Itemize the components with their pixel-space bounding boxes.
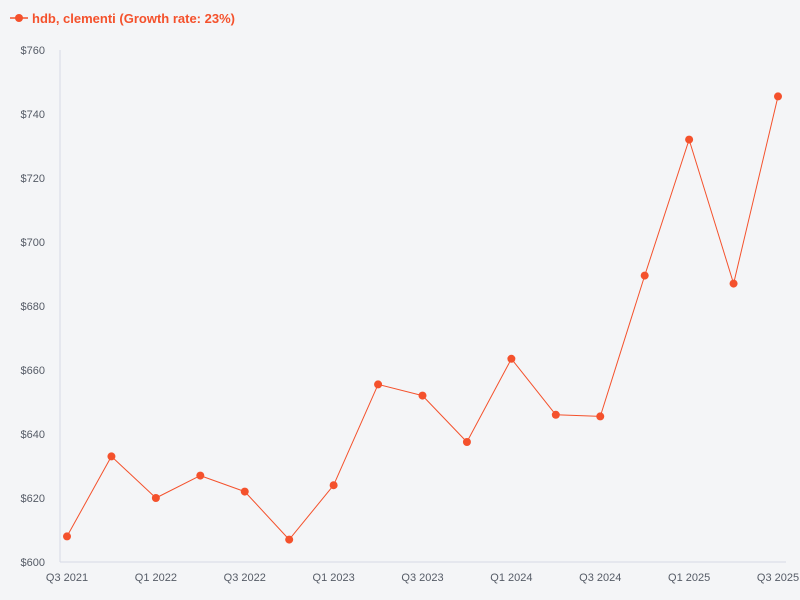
data-point[interactable]	[240, 487, 249, 496]
legend[interactable]: hdb, clementi (Growth rate: 23%)	[10, 9, 235, 27]
data-point[interactable]	[551, 410, 560, 419]
legend-marker-icon	[10, 14, 28, 22]
series-layer	[63, 92, 782, 544]
data-point[interactable]	[596, 412, 605, 421]
x-axis: Q3 2021 Q1 2022 Q3 2022 Q1 2023 Q3 2023 Q1 20…	[46, 572, 799, 584]
x-tick-label: Q3 2025	[757, 572, 799, 584]
data-point[interactable]	[107, 452, 116, 461]
axes	[59, 50, 786, 563]
data-point[interactable]	[418, 391, 427, 400]
data-point[interactable]	[640, 271, 649, 280]
legend-label: hdb, clementi (Growth rate: 23%)	[32, 10, 235, 26]
y-tick-label: $760	[21, 45, 45, 57]
x-tick-label: Q1 2024	[490, 572, 532, 584]
x-tick-label: Q1 2022	[135, 572, 177, 584]
x-tick-label: Q1 2025	[668, 572, 710, 584]
x-tick-label: Q3 2023	[401, 572, 443, 584]
data-point[interactable]	[63, 532, 71, 541]
data-point[interactable]	[462, 438, 471, 446]
y-axis: $600 $620 $640 $660 $680 $700 $720 $740 $760	[21, 45, 45, 569]
y-tick-label: $620	[21, 493, 45, 505]
data-point[interactable]	[285, 535, 294, 544]
x-tick-label: Q3 2022	[224, 572, 266, 584]
y-tick-label: $660	[21, 365, 45, 377]
data-point[interactable]	[729, 279, 738, 288]
y-tick-label: $600	[21, 557, 45, 569]
series-line	[66, 96, 779, 541]
x-tick-label: Q1 2023	[313, 572, 355, 584]
y-tick-label: $700	[21, 237, 45, 249]
y-tick-label: $640	[21, 429, 45, 441]
y-tick-label: $740	[21, 109, 45, 121]
data-point[interactable]	[329, 481, 338, 490]
data-point[interactable]	[507, 354, 516, 363]
data-point[interactable]	[151, 494, 160, 502]
y-tick-label: $720	[21, 173, 45, 185]
data-point[interactable]	[774, 92, 782, 101]
data-point[interactable]	[685, 135, 694, 144]
y-tick-label: $680	[21, 301, 45, 313]
x-tick-label: Q3 2021	[46, 572, 88, 584]
x-tick-label: Q3 2024	[579, 572, 621, 584]
data-point[interactable]	[374, 380, 383, 389]
data-point[interactable]	[196, 471, 205, 480]
